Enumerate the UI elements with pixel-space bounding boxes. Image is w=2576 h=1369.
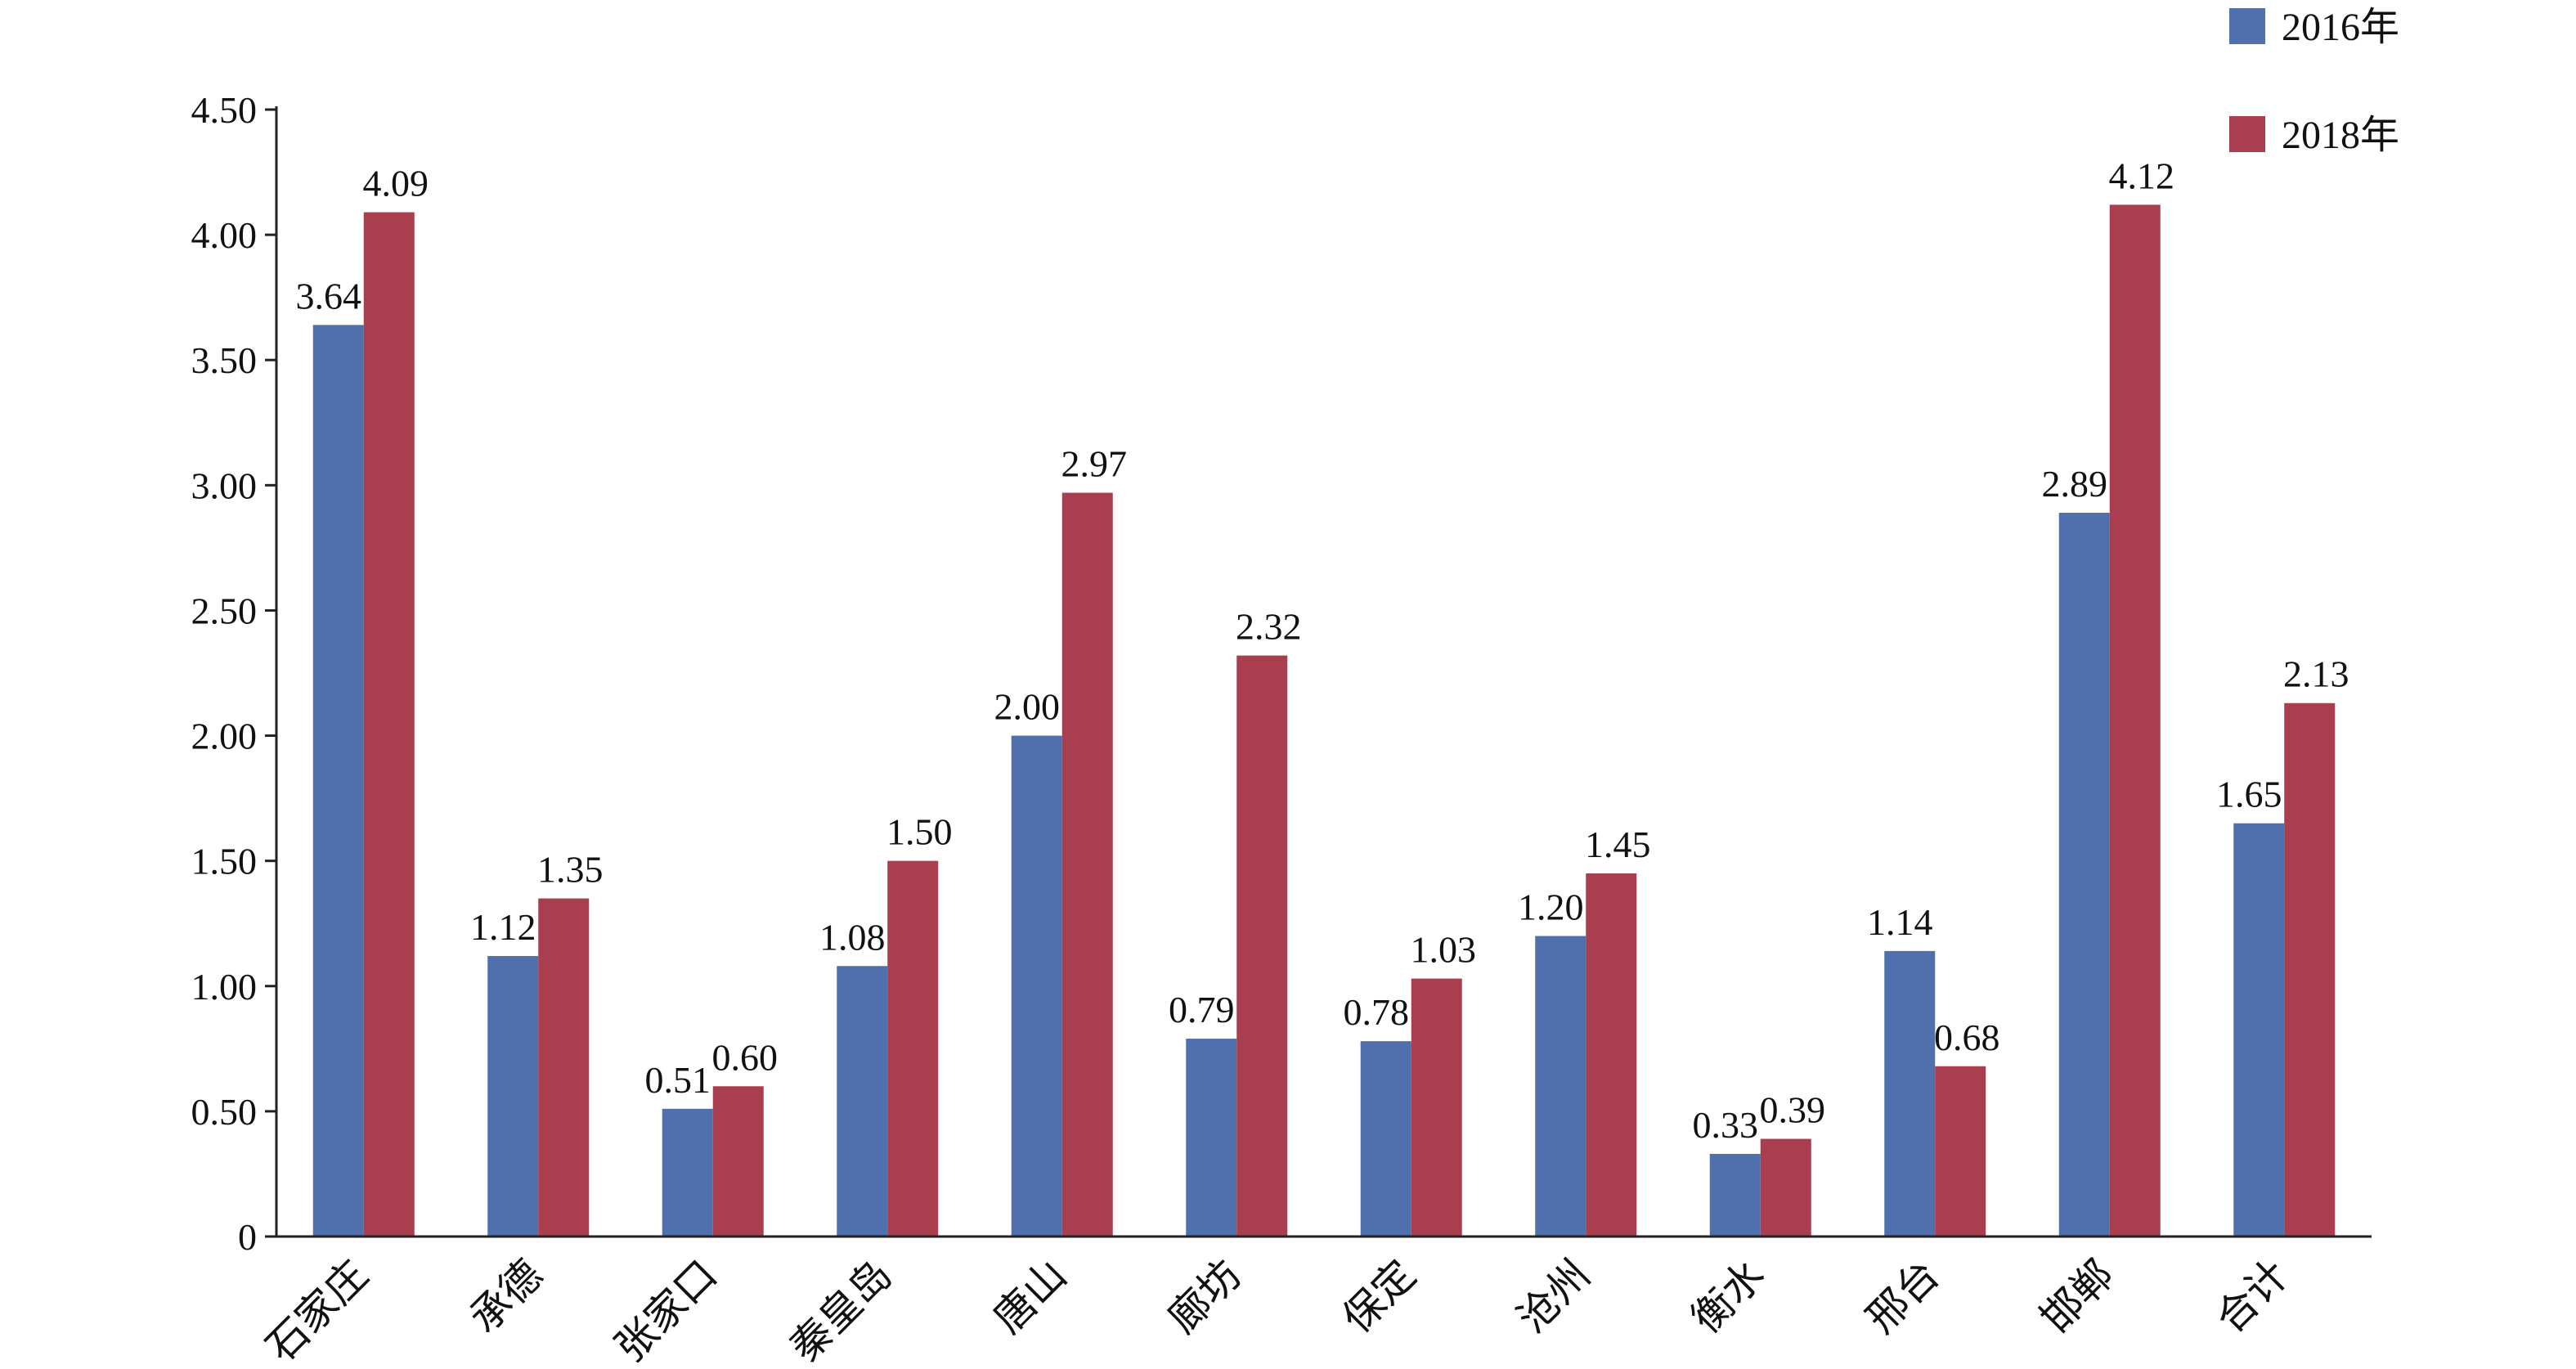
y-tick-label: 3.00 [191,465,258,506]
y-tick-label: 4.50 [191,89,258,131]
x-tick-label: 石家庄 [258,1251,377,1365]
x-tick-label: 沧州 [1509,1251,1599,1341]
x-tick-label: 廊坊 [1160,1251,1250,1341]
bar-series1 [662,1108,713,1237]
y-axis-ticks: 0 0.50 1.00 1.50 2.00 2.50 3.00 3.50 4.00 4.50 [191,89,276,1258]
x-tick-label: 秦皇岛 [781,1251,900,1365]
data-label: 0.79 [1169,989,1235,1030]
data-label: 2.32 [1236,606,1302,648]
x-tick-label: 合计 [2207,1251,2297,1341]
bar-series1 [1186,1039,1237,1237]
bar-series2 [2284,702,2336,1237]
bar-series2 [1760,1138,1811,1237]
legend-label: 2016年 [2282,6,2399,49]
x-tick-label: 张家口 [607,1251,726,1365]
data-label: 0.78 [1344,991,1410,1033]
data-label: 0.60 [712,1036,779,1078]
bar-series1 [1884,950,1936,1237]
data-label: 1.45 [1585,824,1651,865]
data-label: 0.33 [1693,1104,1759,1146]
y-tick-label: 2.50 [191,590,258,631]
legend: 2016年 2018年 [2229,6,2399,157]
data-label: 4.12 [2109,155,2175,196]
axes [275,106,2372,1238]
data-label: 1.50 [886,811,953,853]
data-label: 0.39 [1760,1089,1826,1131]
x-tick-label: 保定 [1334,1251,1424,1341]
y-tick-label: 4.00 [191,214,258,256]
data-label: 2.89 [2042,463,2108,505]
bar-series1 [1535,936,1586,1237]
bar-series1 [1709,1153,1761,1237]
bar-series2 [1935,1066,1986,1237]
data-label: 1.35 [537,849,604,891]
legend-label: 2018年 [2282,114,2399,157]
bar-series1 [837,966,888,1237]
y-tick-label: 1.00 [191,966,258,1008]
data-label: 1.20 [1518,886,1584,928]
data-label: 2.13 [2283,653,2349,695]
data-labels: 3.64 4.09 1.121.35 0.510.60 1.08 1.50 2.00 2.97… [296,155,2349,1146]
x-axis-ticks: 石家庄 承德 张家口 秦皇岛 唐山 廊坊 保定 沧州 衡水 邢台 邯郸 合计 [258,1251,2297,1369]
x-tick-label: 邢台 [1858,1251,1948,1341]
data-label: 1.65 [2216,774,2282,815]
bar-series2 [712,1086,764,1237]
data-label: 1.03 [1411,929,1477,971]
bar-series1 [2233,823,2285,1237]
bar-series2 [2109,204,2161,1237]
data-label: 1.08 [819,916,886,958]
data-label: 2.00 [994,686,1061,728]
y-tick-label: 2.00 [191,716,258,757]
legend-swatch [2229,116,2265,152]
data-label: 0.51 [645,1059,711,1101]
data-label: 3.64 [296,275,362,316]
y-tick-label: 3.50 [191,339,258,381]
bar-series2 [363,212,415,1237]
bar-series1 [2058,513,2110,1237]
bar-series2 [1411,978,1462,1237]
y-tick-label: 1.50 [191,841,258,882]
bar-series2 [1061,492,1113,1237]
x-tick-label: 承德 [461,1251,551,1341]
data-label: 1.14 [1867,901,1933,943]
y-tick-label: 0 [238,1216,257,1258]
x-tick-label: 唐山 [985,1251,1075,1341]
bar-series1 [487,956,539,1237]
data-label: 0.68 [1934,1017,2000,1058]
bars [312,204,2336,1237]
bar-series2 [887,860,939,1237]
data-label: 4.09 [363,163,429,204]
data-label: 2.97 [1061,443,1128,485]
bar-series1 [1360,1041,1411,1237]
legend-swatch [2229,8,2265,44]
bar-series1 [1011,735,1062,1237]
bar-series2 [1236,655,1288,1237]
bar-series2 [1586,873,1637,1237]
x-tick-label: 衡水 [1683,1251,1773,1341]
bar-series2 [538,898,590,1237]
bar-series1 [312,325,364,1237]
data-label: 1.12 [470,906,536,948]
x-tick-label: 邯郸 [2032,1251,2122,1341]
y-tick-label: 0.50 [191,1091,258,1133]
